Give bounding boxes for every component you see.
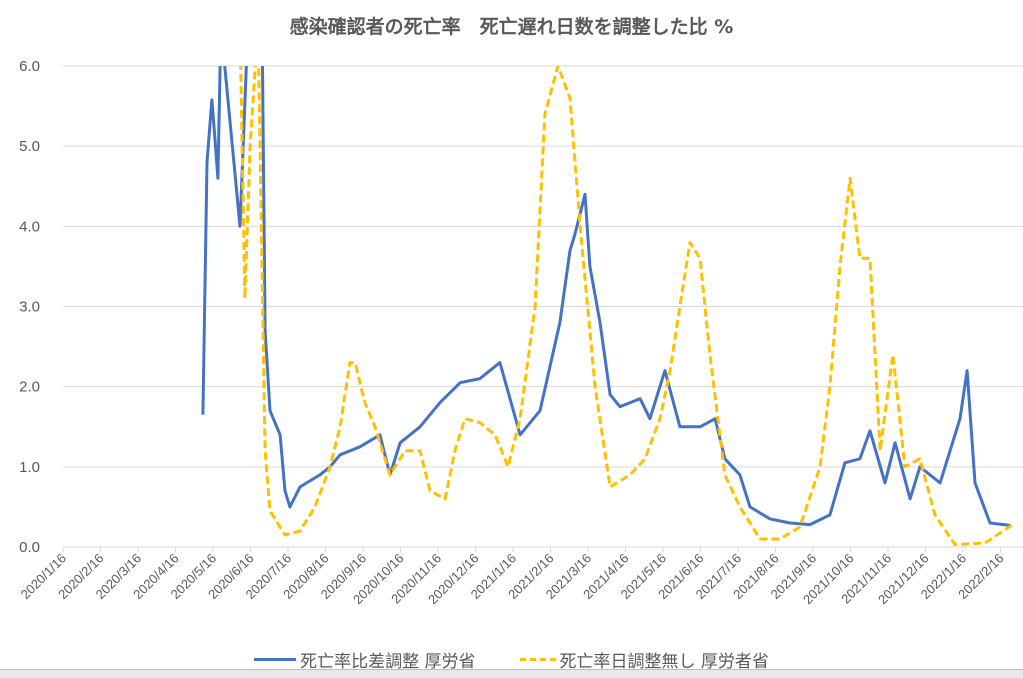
legend: 死亡率比差調整 厚労省 死亡率日調整無し 厚労者省 xyxy=(0,647,1023,672)
y-tick-label: 1.0 xyxy=(19,459,40,476)
y-tick-label: 2.0 xyxy=(19,379,40,396)
sheet-tab-bar[interactable] xyxy=(0,669,1023,678)
y-tick-label: 6.0 xyxy=(19,58,40,75)
legend-label: 死亡率比差調整 厚労省 xyxy=(300,652,476,672)
legend-label: 死亡率日調整無し 厚労者省 xyxy=(559,652,769,672)
y-tick-label: 3.0 xyxy=(19,299,40,316)
series-line-1 xyxy=(239,66,1016,547)
y-tick-label: 5.0 xyxy=(19,138,40,155)
series-line-0 xyxy=(201,66,1011,527)
legend-swatch-dashed xyxy=(519,658,556,661)
legend-item-adjusted: 死亡率比差調整 厚労省 xyxy=(254,647,476,672)
legend-swatch-solid xyxy=(254,658,297,661)
chart-title: 感染確認者の死亡率 死亡遅れ日数を調整した比 % xyxy=(289,16,734,38)
legend-item-unadjusted: 死亡率日調整無し 厚労者省 xyxy=(519,647,769,672)
y-tick-label: 0.0 xyxy=(19,539,40,556)
y-tick-label: 4.0 xyxy=(19,218,40,235)
